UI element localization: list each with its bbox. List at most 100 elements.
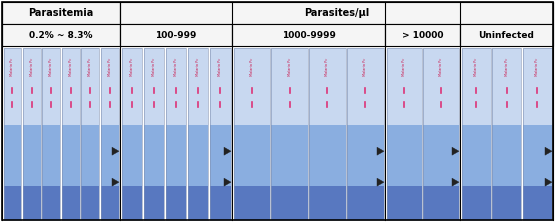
Polygon shape [224, 147, 231, 155]
Polygon shape [545, 147, 552, 155]
Bar [62, 48, 80, 125]
Bar [100, 186, 119, 220]
Text: Malaria Pv: Malaria Pv [11, 58, 14, 76]
Bar [210, 186, 230, 220]
Text: Malaria Pv: Malaria Pv [49, 58, 53, 76]
Bar [271, 186, 308, 220]
Bar [462, 186, 491, 220]
Bar [347, 48, 384, 220]
Text: Malaria Pv: Malaria Pv [218, 58, 222, 76]
Bar [309, 48, 346, 220]
Bar [62, 125, 80, 186]
Bar [271, 48, 308, 125]
Bar [188, 186, 208, 220]
Polygon shape [112, 178, 119, 186]
Bar [2, 24, 120, 46]
Bar [62, 48, 80, 220]
Bar [309, 125, 346, 186]
Text: Malaria Pv: Malaria Pv [535, 58, 539, 76]
Bar [144, 125, 164, 186]
Bar [188, 125, 208, 186]
Bar [347, 186, 384, 220]
Bar [166, 186, 186, 220]
Bar [166, 48, 186, 125]
Text: 100-999: 100-999 [155, 30, 196, 40]
Text: Malaria Pv: Malaria Pv [88, 58, 92, 76]
Text: Malaria Pv: Malaria Pv [287, 58, 291, 76]
Bar [188, 48, 208, 220]
Text: Malaria Pv: Malaria Pv [30, 58, 34, 76]
Bar [210, 48, 230, 125]
Bar [309, 186, 346, 220]
Text: Parasitemia: Parasitemia [28, 8, 94, 18]
Bar [122, 48, 142, 220]
Bar [188, 48, 208, 125]
Bar [234, 48, 270, 220]
Bar [210, 125, 230, 186]
Bar [2, 2, 120, 24]
Bar [423, 48, 458, 220]
Text: Malaria Pv: Malaria Pv [152, 58, 156, 76]
Text: Malaria Pv: Malaria Pv [402, 58, 406, 76]
Bar [386, 48, 422, 125]
Bar [166, 125, 186, 186]
Bar [23, 125, 41, 186]
Bar [100, 48, 119, 125]
Text: 1000-9999: 1000-9999 [281, 30, 335, 40]
Polygon shape [377, 147, 384, 155]
Text: Parasites/µl: Parasites/µl [304, 8, 369, 18]
Bar [522, 48, 552, 125]
Polygon shape [452, 147, 459, 155]
Polygon shape [452, 178, 459, 186]
Bar [42, 186, 60, 220]
Text: Malaria Pv: Malaria Pv [325, 58, 330, 76]
Bar [23, 186, 41, 220]
Text: Malaria Pv: Malaria Pv [474, 58, 478, 76]
Bar [62, 186, 80, 220]
Text: Malaria Pv: Malaria Pv [250, 58, 254, 76]
Bar [210, 48, 230, 220]
Bar [423, 125, 458, 186]
Bar [120, 2, 553, 24]
Text: Malaria Pv: Malaria Pv [196, 58, 200, 76]
Bar [234, 125, 270, 186]
Bar [81, 125, 99, 186]
Bar [81, 48, 99, 220]
Bar [100, 125, 119, 186]
Bar [309, 48, 346, 125]
Bar [492, 48, 521, 125]
Bar [3, 186, 22, 220]
Polygon shape [224, 178, 231, 186]
Text: Uninfected: Uninfected [478, 30, 534, 40]
Bar [462, 48, 491, 220]
Text: Malaria Pv: Malaria Pv [439, 58, 443, 76]
Bar [42, 48, 60, 125]
Bar [423, 186, 458, 220]
Bar [492, 186, 521, 220]
Text: Malaria Pv: Malaria Pv [130, 58, 134, 76]
Polygon shape [112, 147, 119, 155]
Bar [522, 186, 552, 220]
Bar [423, 48, 458, 125]
Text: 0.2% ~ 8.3%: 0.2% ~ 8.3% [29, 30, 93, 40]
Polygon shape [545, 178, 552, 186]
Bar [347, 125, 384, 186]
Bar [122, 125, 142, 186]
Bar [144, 48, 164, 220]
Bar [234, 48, 270, 125]
Bar [386, 48, 422, 220]
Text: Malaria Pv: Malaria Pv [364, 58, 367, 76]
Bar [386, 186, 422, 220]
Text: Malaria Pv: Malaria Pv [504, 58, 508, 76]
Bar [386, 125, 422, 186]
Text: > 10000: > 10000 [402, 30, 443, 40]
Bar [271, 48, 308, 220]
Bar [462, 125, 491, 186]
Text: Malaria Pv: Malaria Pv [108, 58, 112, 76]
Bar [462, 48, 491, 125]
Bar [122, 186, 142, 220]
Bar [492, 48, 521, 220]
Bar [460, 24, 553, 46]
Text: Malaria Pv: Malaria Pv [69, 58, 73, 76]
Bar [42, 48, 60, 220]
